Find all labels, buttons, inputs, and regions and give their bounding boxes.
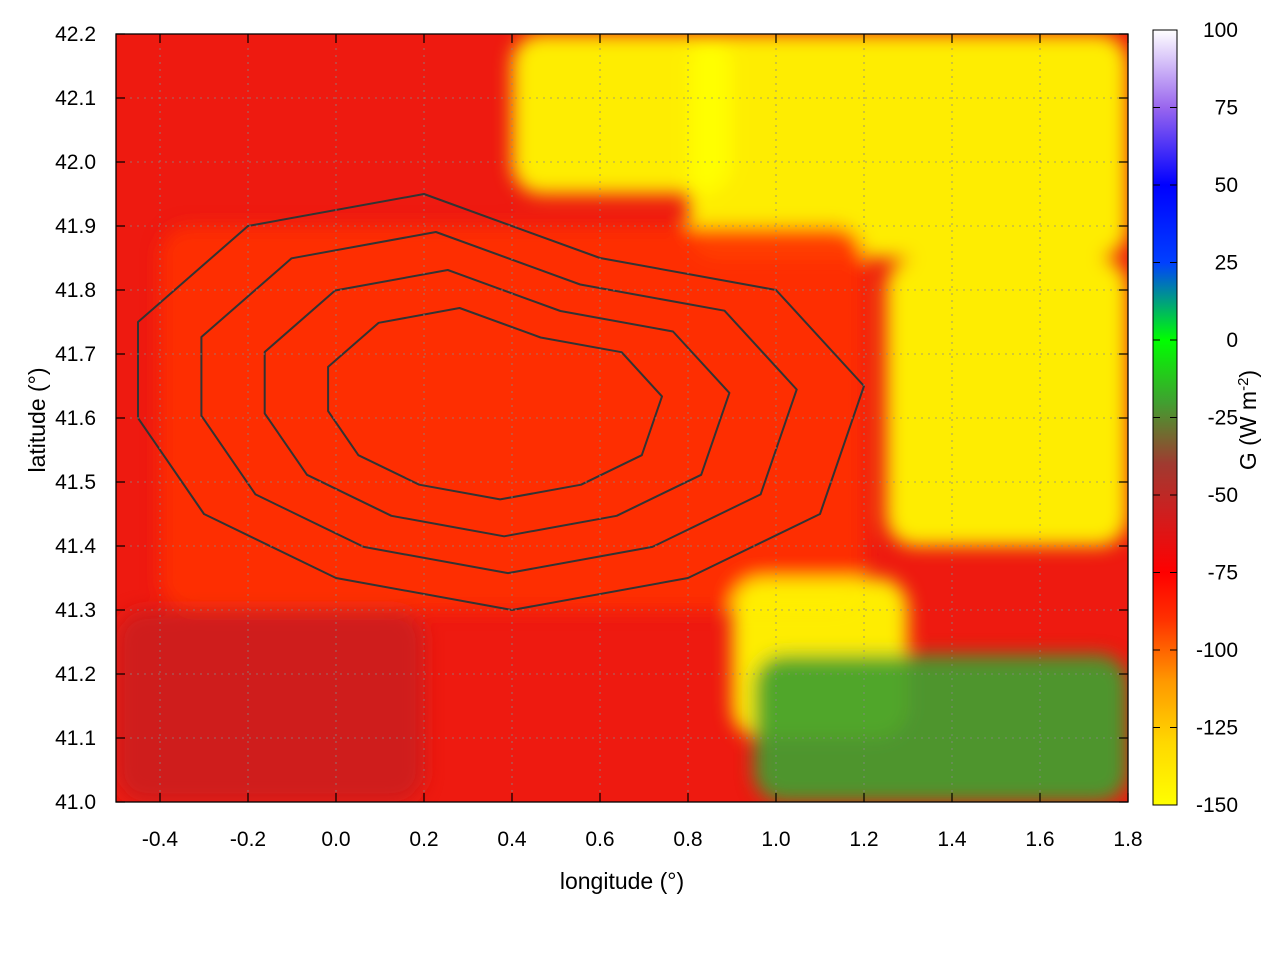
colorbar-tick-label: -50 (1208, 484, 1238, 507)
heat-region-sea (754, 654, 1128, 802)
x-tick-label: 1.4 (937, 828, 967, 851)
contour-line (200, 231, 798, 575)
y-tick-label: 41.1 (55, 727, 96, 750)
y-tick-label: 41.2 (55, 663, 96, 686)
y-tick-label: 41.4 (55, 535, 96, 558)
x-axis-label: longitude (°) (560, 868, 684, 894)
x-tick-label: 0.6 (585, 828, 614, 851)
colorbar-tick-label: 75 (1215, 97, 1238, 120)
colorbar-tick-label: -75 (1208, 562, 1238, 585)
y-tick-label: 41.7 (55, 343, 96, 366)
x-tick-label: 0.2 (409, 828, 438, 851)
x-tick-label: 0.8 (673, 828, 702, 851)
y-tick-label: 41.8 (55, 279, 96, 302)
colorbar-tick-label: -125 (1196, 717, 1238, 740)
y-tick-label: 41.0 (55, 791, 96, 814)
contour-line (137, 193, 865, 611)
y-tick-label: 41.5 (55, 471, 96, 494)
axis-ticks: -0.4 -0.2 0.0 0.2 0.4 0.6 0.8 1.0 1.2 1.4 1.6 1.8 41… (55, 23, 1142, 851)
y-tick-label: 42.2 (55, 23, 96, 46)
colorbar-tick-label: -100 (1196, 639, 1238, 662)
colorbar-tick-label: 100 (1203, 19, 1238, 42)
y-tick-label: 41.6 (55, 407, 96, 430)
colorbar-tick-label: 25 (1215, 252, 1238, 275)
x-tick-label: 1.8 (1113, 828, 1142, 851)
contour-line (327, 307, 663, 501)
x-tick-label: 0.4 (497, 828, 527, 851)
y-tick-label: 42.0 (55, 151, 96, 174)
colorbar-tick-label: -150 (1196, 794, 1238, 817)
colorbar: 100 75 50 25 0 -25 -50 -75 -100 -125 -150 G (W m-2… (1152, 19, 1261, 817)
colorbar-tick-label: 50 (1215, 174, 1238, 197)
colorbar-label: G (W m-2) (1235, 370, 1261, 470)
x-tick-label: -0.2 (230, 828, 266, 851)
heat-region-north-east (688, 34, 1128, 258)
heat-region-south-west (116, 610, 424, 802)
y-tick-label: 42.1 (55, 87, 96, 110)
x-tick-label: 0.0 (321, 828, 350, 851)
y-tick-label: 41.3 (55, 599, 96, 622)
x-tick-label: 1.6 (1025, 828, 1054, 851)
x-tick-label: 1.2 (849, 828, 878, 851)
colorbar-tick-label: -25 (1208, 407, 1238, 430)
heat-region-north-centre (512, 34, 732, 194)
contour-line (263, 269, 731, 538)
y-axis-label: latitude (°) (24, 367, 50, 472)
heat-region-east-coast (886, 258, 1128, 546)
x-tick-label: -0.4 (142, 828, 179, 851)
x-tick-label: 1.0 (761, 828, 790, 851)
colorbar-tick-label: 0 (1226, 329, 1238, 352)
y-tick-label: 41.9 (55, 215, 96, 238)
